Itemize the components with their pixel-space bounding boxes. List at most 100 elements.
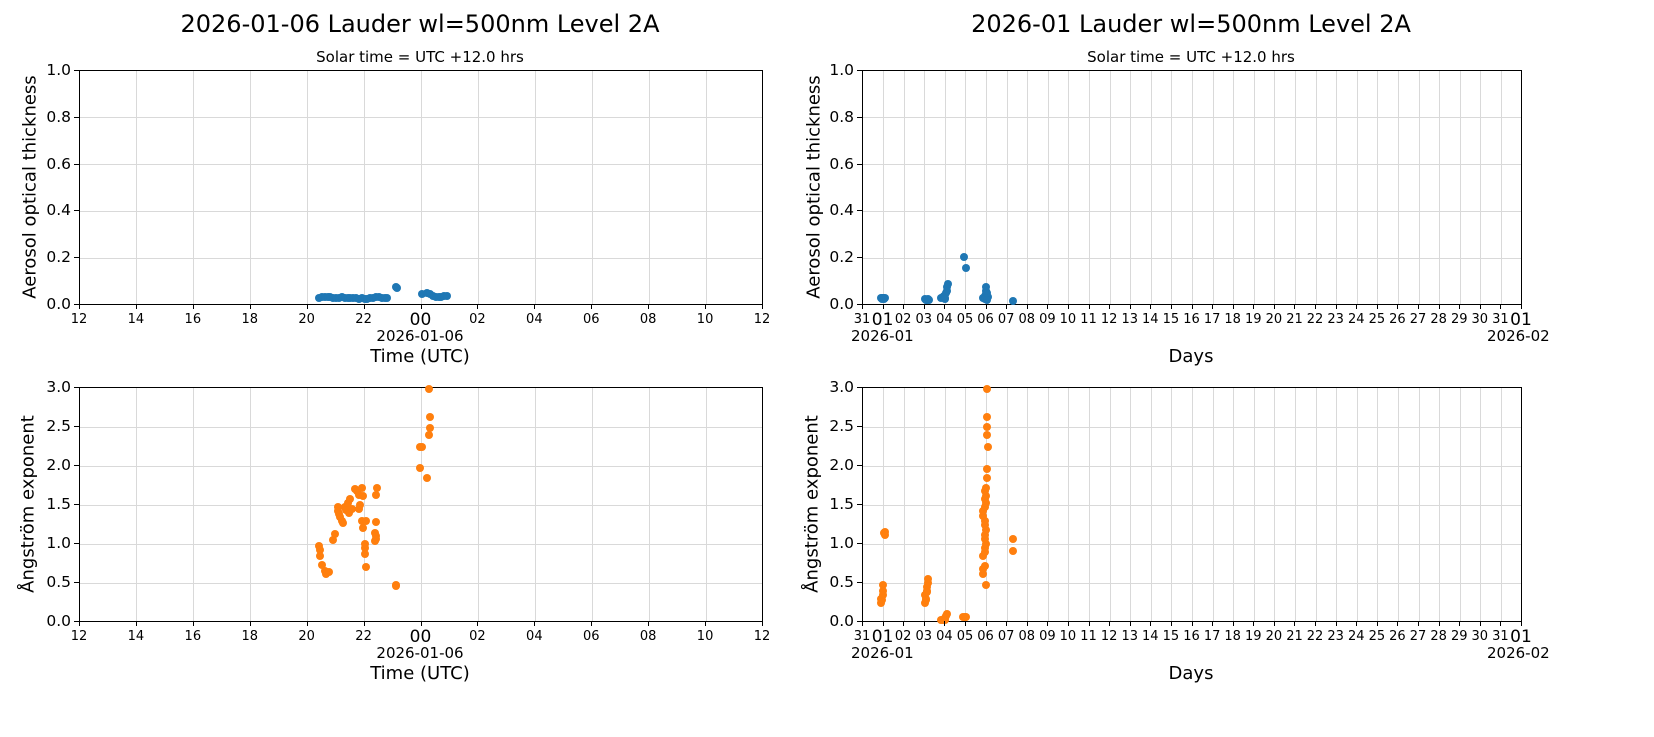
- x-tick-label: 27: [1409, 312, 1427, 327]
- x-tick: [1006, 304, 1008, 309]
- x-tick-label: 29: [1450, 312, 1468, 327]
- y-tick: [857, 116, 862, 118]
- grid-line-horizontal: [80, 543, 762, 545]
- data-point: [981, 540, 990, 548]
- x-tick-label: 19: [1245, 312, 1262, 327]
- x-tick: [192, 621, 194, 626]
- x-tick: [762, 304, 763, 309]
- y-tick: [74, 582, 79, 583]
- grid-line-vertical: [1418, 71, 1420, 304]
- grid-line-horizontal: [80, 426, 762, 428]
- month-bottom-xlabel: Days: [1168, 663, 1214, 684]
- x-tick: [79, 621, 80, 626]
- x-tick: [1294, 304, 1296, 309]
- data-point: [980, 561, 989, 570]
- x-tick-label: 28: [1430, 312, 1447, 327]
- x-tick-label: 01: [1510, 627, 1532, 647]
- y-tick: [74, 387, 79, 388]
- x-tick-label: 25: [1368, 312, 1386, 327]
- x-tick-label: 17: [1203, 629, 1221, 644]
- x-tick: [944, 621, 946, 626]
- grid-line-horizontal: [80, 504, 762, 506]
- data-point: [980, 530, 989, 539]
- x-tick: [862, 304, 863, 309]
- x-tick: [882, 621, 884, 626]
- x-tick-label: 31: [1492, 312, 1509, 327]
- x-tick-label: 16: [1183, 629, 1200, 644]
- x-tick: [534, 304, 536, 309]
- data-point: [426, 412, 435, 421]
- x-tick: [964, 621, 966, 626]
- data-point: [921, 596, 930, 605]
- data-point: [416, 464, 425, 473]
- aot-month-ylabel: Aerosol optical thickness: [803, 75, 825, 299]
- grid-line-vertical: [1192, 71, 1193, 304]
- x-tick-label: 10: [1059, 629, 1077, 644]
- data-point: [980, 516, 989, 525]
- x-tick: [882, 304, 884, 309]
- data-point: [354, 490, 363, 499]
- y-tick-label: 1.0: [46, 61, 71, 79]
- grid-line-vertical: [307, 71, 309, 304]
- x-tick: [1459, 621, 1461, 626]
- data-point: [941, 616, 950, 625]
- x-tick: [985, 621, 987, 626]
- data-point: [982, 465, 991, 474]
- grid-line-horizontal: [80, 257, 762, 259]
- x-tick-label: 20: [1265, 312, 1283, 327]
- x-tick-label: 17: [1203, 312, 1221, 327]
- x-tick-label: 20: [298, 312, 315, 327]
- data-point: [362, 562, 370, 571]
- x-tick: [1026, 304, 1028, 309]
- data-point: [424, 384, 433, 393]
- x-tick: [1315, 621, 1317, 626]
- x-tick-label: 04: [526, 629, 543, 644]
- angstrom-day-ylabel: Ångström exponent: [17, 415, 39, 593]
- x-tick-label: 27: [1409, 629, 1427, 644]
- x-tick: [1067, 304, 1069, 309]
- grid-line-vertical: [591, 71, 593, 304]
- grid-line-vertical: [648, 71, 650, 304]
- grid-line-vertical: [1047, 71, 1049, 304]
- data-point: [354, 504, 363, 513]
- grid-line-vertical: [944, 71, 946, 304]
- x-tick-label: 12: [753, 629, 771, 644]
- y-tick-label: 0.0: [829, 295, 854, 313]
- x-tick-label: 02: [894, 312, 912, 327]
- data-point: [983, 443, 992, 452]
- x-tick: [591, 621, 593, 626]
- right-figure-title: 2026-01 Lauder wl=500nm Level 2A: [971, 10, 1411, 38]
- aot-month-plot: [862, 70, 1522, 306]
- x-tick-label: 18: [241, 312, 259, 327]
- x-tick-label: 01: [871, 310, 894, 330]
- x-tick-label: 26: [1389, 312, 1406, 327]
- grid-line-vertical: [924, 71, 926, 304]
- y-tick-label: 1.0: [829, 61, 854, 79]
- y-tick-label: 1.5: [829, 495, 854, 513]
- x-tick: [1109, 621, 1111, 626]
- grid-line-vertical: [1377, 71, 1379, 304]
- x-tick-label: 20: [1265, 629, 1283, 644]
- y-tick-label: 0.0: [46, 295, 71, 313]
- x-tick-label: 14: [127, 629, 145, 644]
- x-tick: [1129, 621, 1131, 626]
- x-tick-label: 21: [1286, 312, 1303, 327]
- x-tick-label: 16: [1183, 312, 1200, 327]
- data-point: [339, 518, 348, 527]
- x-tick-label: 16: [184, 312, 202, 327]
- day-top-date-label: 2026-01-06: [376, 327, 464, 345]
- x-tick: [923, 621, 925, 626]
- y-tick-label: 2.5: [829, 417, 854, 435]
- x-tick: [944, 304, 946, 309]
- x-tick-label: 10: [696, 312, 714, 327]
- grid-line-vertical: [1439, 71, 1441, 304]
- x-tick: [420, 304, 422, 309]
- day-top-xlabel: Time (UTC): [370, 346, 470, 367]
- day-bottom-date-label: 2026-01-06: [376, 644, 464, 662]
- data-point: [417, 290, 426, 299]
- x-tick: [762, 621, 763, 626]
- y-tick-label: 0.0: [46, 612, 71, 630]
- data-point: [981, 499, 990, 508]
- grid-line-horizontal: [863, 543, 1521, 545]
- x-tick-label: 20: [298, 629, 315, 644]
